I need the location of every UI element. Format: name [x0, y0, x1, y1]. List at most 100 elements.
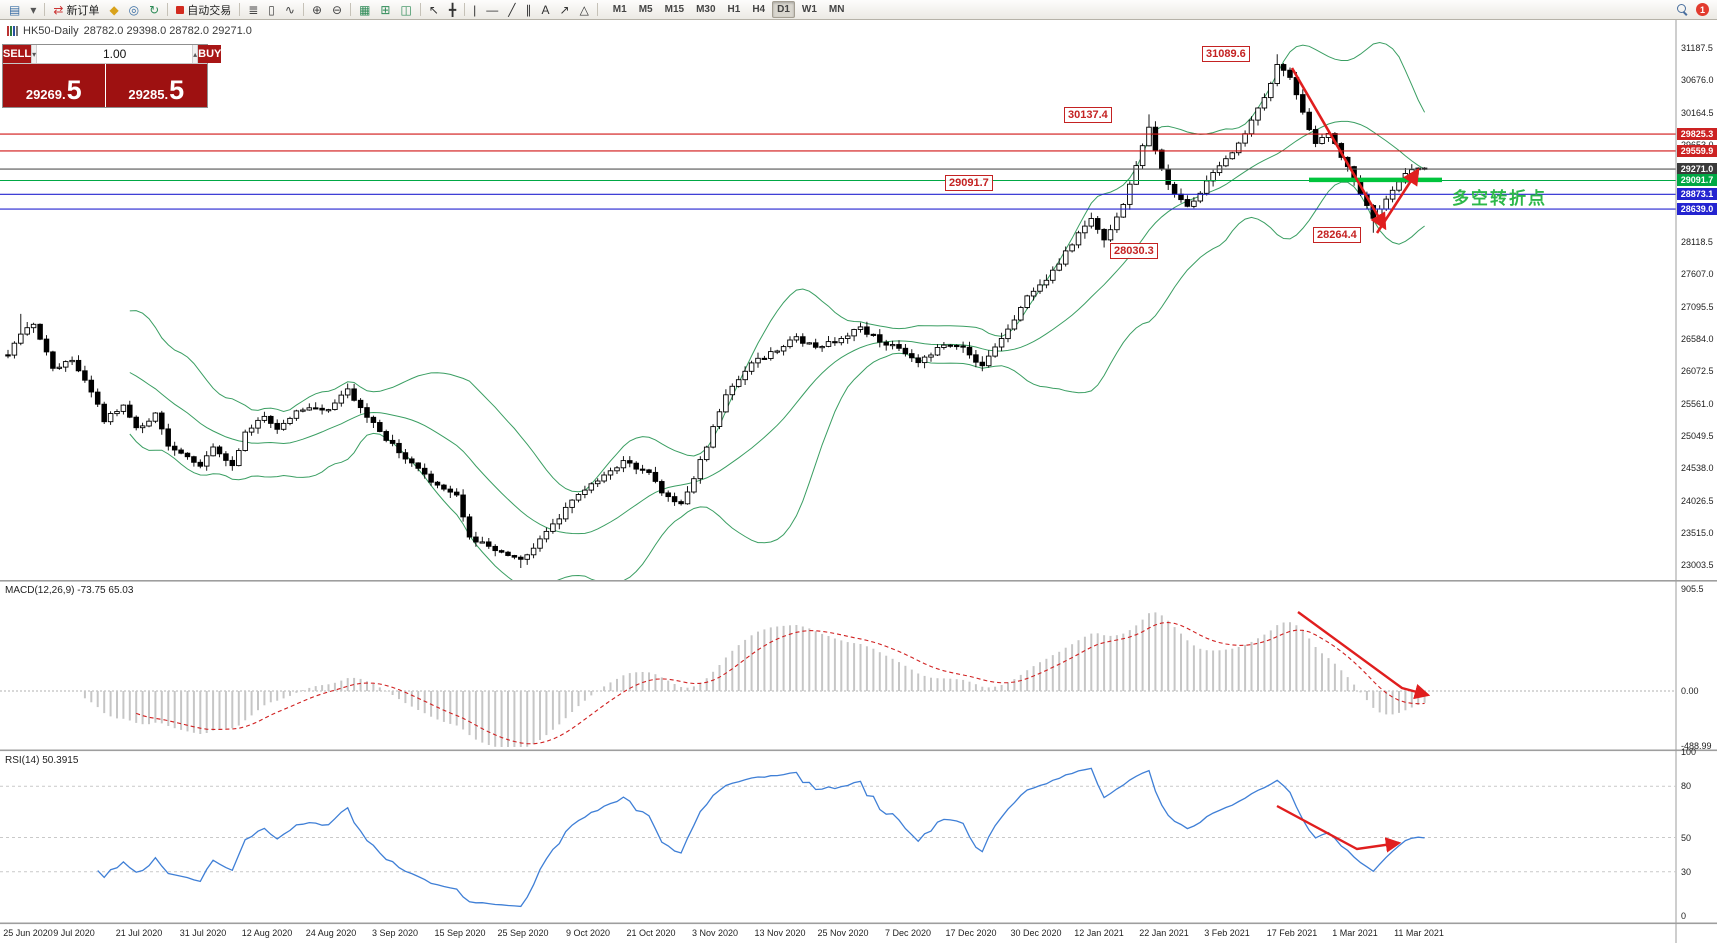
timeframe-m30-button[interactable]: M30	[696, 4, 716, 15]
crosshair-tool-button[interactable]: ╋	[444, 1, 461, 19]
timeframe-m1-button[interactable]: M1	[612, 4, 627, 15]
buy-price-button[interactable]: 29285. 5	[104, 64, 207, 107]
zoom-out-button[interactable]: ⊖	[327, 1, 347, 19]
panel-splitter[interactable]	[0, 580, 1717, 582]
shapes-tool-icon: △	[579, 2, 589, 17]
zoom-in-button[interactable]: ⊕	[307, 1, 327, 19]
new-order-button-label: 新订单	[66, 4, 100, 17]
horizontal-line-tool-icon: —	[486, 2, 499, 17]
macd-trend-arrow[interactable]	[1297, 611, 1431, 700]
rsi-line	[97, 767, 1425, 908]
text-tool-icon: A	[541, 2, 550, 17]
volume-input[interactable]	[37, 45, 193, 63]
timeframe-h1-button[interactable]: H1	[727, 4, 741, 15]
volume-decrease-button[interactable]: ▾	[31, 45, 38, 63]
vertical-line-tool-button[interactable]: |	[468, 1, 481, 19]
tile-windows-button[interactable]: ▦	[354, 1, 375, 19]
buy-button[interactable]: BUY	[198, 45, 222, 63]
ohlc-values: 28782.0 29398.0 28782.0 29271.0	[83, 25, 252, 37]
bollinger-bands	[129, 41, 1426, 580]
search-icon[interactable]	[1677, 3, 1689, 16]
toolbar-separator	[239, 3, 241, 16]
sell-price-button[interactable]: 29269. 5	[3, 64, 105, 107]
volume-increase-button[interactable]: ▴	[192, 45, 199, 63]
sell-button[interactable]: SELL	[3, 45, 32, 63]
toolbar-separator	[464, 3, 466, 16]
horizontal-line-tool-button[interactable]: —	[481, 1, 503, 19]
price-annotation-label[interactable]: 29091.7	[945, 175, 993, 191]
channel-tool-icon: ∥	[525, 2, 532, 17]
price-annotation-label[interactable]: 30137.4	[1064, 107, 1112, 123]
autotrade-button-label: 自动交易	[187, 4, 232, 17]
arrow-tool-icon: ↗	[559, 2, 570, 17]
candlestick-chart-type-icon: ▯	[268, 2, 275, 17]
cascade-windows-button[interactable]: ⊞	[375, 1, 395, 19]
toolbar-separator	[350, 3, 352, 16]
sell-price-main: 29269.	[25, 86, 66, 102]
buy-price-big-digit: 5	[169, 75, 185, 106]
vertical-line-tool-icon: |	[473, 2, 477, 17]
panel-splitter[interactable]	[0, 749, 1717, 752]
watchlist-icon-icon: ◆	[109, 2, 119, 17]
charts-menu-button[interactable]: ▤	[4, 1, 25, 19]
trade-panel-controls: SELL ▾ ▴ BUY	[3, 45, 222, 64]
trend-arrow-2[interactable]	[1375, 167, 1420, 234]
cursor-tool-icon: ↖	[428, 2, 439, 17]
timeframe-h4-button[interactable]: H4	[752, 4, 766, 15]
symbol-period-label: HK50-Daily	[23, 25, 79, 37]
chart-icon	[7, 26, 18, 36]
toolbar-separator	[419, 3, 421, 16]
arrow-tool-button[interactable]: ↗	[555, 1, 575, 19]
accounts-icon-icon: ◎	[128, 2, 140, 17]
macd-panel	[0, 612, 1676, 747]
text-tool-button[interactable]: A	[536, 1, 554, 19]
watchlist-icon[interactable]: ◆	[104, 1, 123, 19]
trendline-tool-button[interactable]: ╱	[503, 1, 520, 19]
autotrade-status-icon	[176, 5, 185, 14]
candlesticks	[5, 54, 1428, 568]
toolbar-separator	[596, 3, 598, 16]
macd-histogram	[83, 612, 1426, 747]
turning-point-annotation[interactable]: 多空转折点	[1452, 189, 1547, 208]
notification-badge[interactable]: 1	[1696, 3, 1709, 16]
zoom-in-icon: ⊕	[311, 2, 323, 17]
line-chart-type-button[interactable]: ∿	[280, 1, 300, 19]
timeframe-w1-button[interactable]: W1	[801, 4, 817, 15]
cursor-tool-button[interactable]: ↖	[424, 1, 444, 19]
price-annotation-label[interactable]: 28264.4	[1313, 227, 1361, 243]
candlestick-chart-type-button[interactable]: ▯	[263, 1, 280, 19]
channel-tool-button[interactable]: ∥	[520, 1, 536, 19]
bar-chart-type-button[interactable]: ≣	[243, 1, 263, 19]
trade-panel-prices: 29269. 5 29285. 5	[3, 64, 207, 107]
rsi-indicator-label: RSI(14) 50.3915	[5, 755, 79, 766]
panel-splitter[interactable]	[0, 922, 1717, 925]
bar-chart-type-icon: ≣	[248, 2, 259, 17]
crosshair-tool-icon: ╋	[448, 2, 457, 17]
bollinger-middle-band	[129, 120, 1425, 535]
shapes-tool-button[interactable]: △	[575, 1, 594, 19]
refresh-icon[interactable]: ↻	[144, 1, 164, 19]
price-annotation-label[interactable]: 28030.3	[1110, 243, 1158, 259]
timeframe-m15-button[interactable]: M15	[664, 4, 685, 15]
timeframe-toolbar: M1 M5 M15 M30 H1 H4 D1 W1 MN	[607, 1, 851, 18]
trend-arrow-1[interactable]	[1290, 67, 1387, 231]
timeframe-mn-button[interactable]: MN	[828, 4, 845, 15]
timeframe-d1-button[interactable]: D1	[772, 1, 795, 18]
toolbar-buttons: ▤ ▾ ⇄ 新订单 ◆ ◎ ↻ 自动交易 ≣ ▯ ∿ ⊕ ⊖ ▦ ⊞ ◫ ↖ ╋ | — ╱ ∥ A ↗ △	[4, 1, 601, 19]
arrange-windows-button[interactable]: ◫	[395, 1, 416, 19]
autotrade-button[interactable]: 自动交易	[171, 1, 236, 19]
line-chart-type-icon: ∿	[284, 2, 295, 17]
charts-menu-caret-button[interactable]: ▾	[25, 1, 41, 19]
new-order-button[interactable]: ⇄ 新订单	[48, 1, 104, 19]
tile-windows-icon: ▦	[359, 2, 371, 17]
one-click-trade-panel: SELL ▾ ▴ BUY 29269. 5 29285. 5	[2, 44, 222, 108]
cascade-windows-icon: ⊞	[380, 2, 391, 17]
rsi-trend-arrow[interactable]	[1276, 804, 1402, 853]
accounts-icon[interactable]: ◎	[124, 1, 144, 19]
bollinger-upper-band	[129, 41, 1426, 493]
price-annotation-label[interactable]: 31089.6	[1202, 46, 1250, 62]
rsi-panel	[0, 767, 1676, 908]
timeframe-m5-button[interactable]: M5	[638, 4, 653, 15]
